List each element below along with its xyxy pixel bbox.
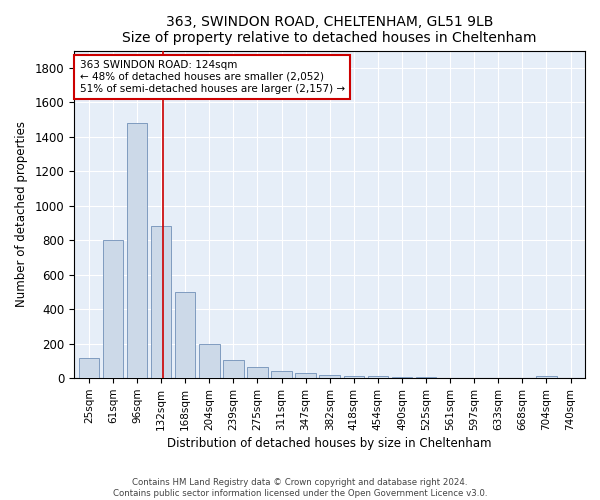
Bar <box>344 376 364 378</box>
Bar <box>175 292 196 378</box>
Bar <box>295 373 316 378</box>
Bar <box>199 344 220 378</box>
Bar <box>127 123 147 378</box>
Bar <box>247 367 268 378</box>
Bar <box>536 376 557 378</box>
Bar <box>271 372 292 378</box>
Bar <box>79 358 99 378</box>
Y-axis label: Number of detached properties: Number of detached properties <box>15 122 28 308</box>
Bar <box>103 240 123 378</box>
Text: 363 SWINDON ROAD: 124sqm
← 48% of detached houses are smaller (2,052)
51% of sem: 363 SWINDON ROAD: 124sqm ← 48% of detach… <box>80 60 344 94</box>
Text: Contains HM Land Registry data © Crown copyright and database right 2024.
Contai: Contains HM Land Registry data © Crown c… <box>113 478 487 498</box>
X-axis label: Distribution of detached houses by size in Cheltenham: Distribution of detached houses by size … <box>167 437 492 450</box>
Bar <box>223 360 244 378</box>
Bar <box>151 226 172 378</box>
Bar <box>319 375 340 378</box>
Title: 363, SWINDON ROAD, CHELTENHAM, GL51 9LB
Size of property relative to detached ho: 363, SWINDON ROAD, CHELTENHAM, GL51 9LB … <box>122 15 537 45</box>
Bar <box>368 376 388 378</box>
